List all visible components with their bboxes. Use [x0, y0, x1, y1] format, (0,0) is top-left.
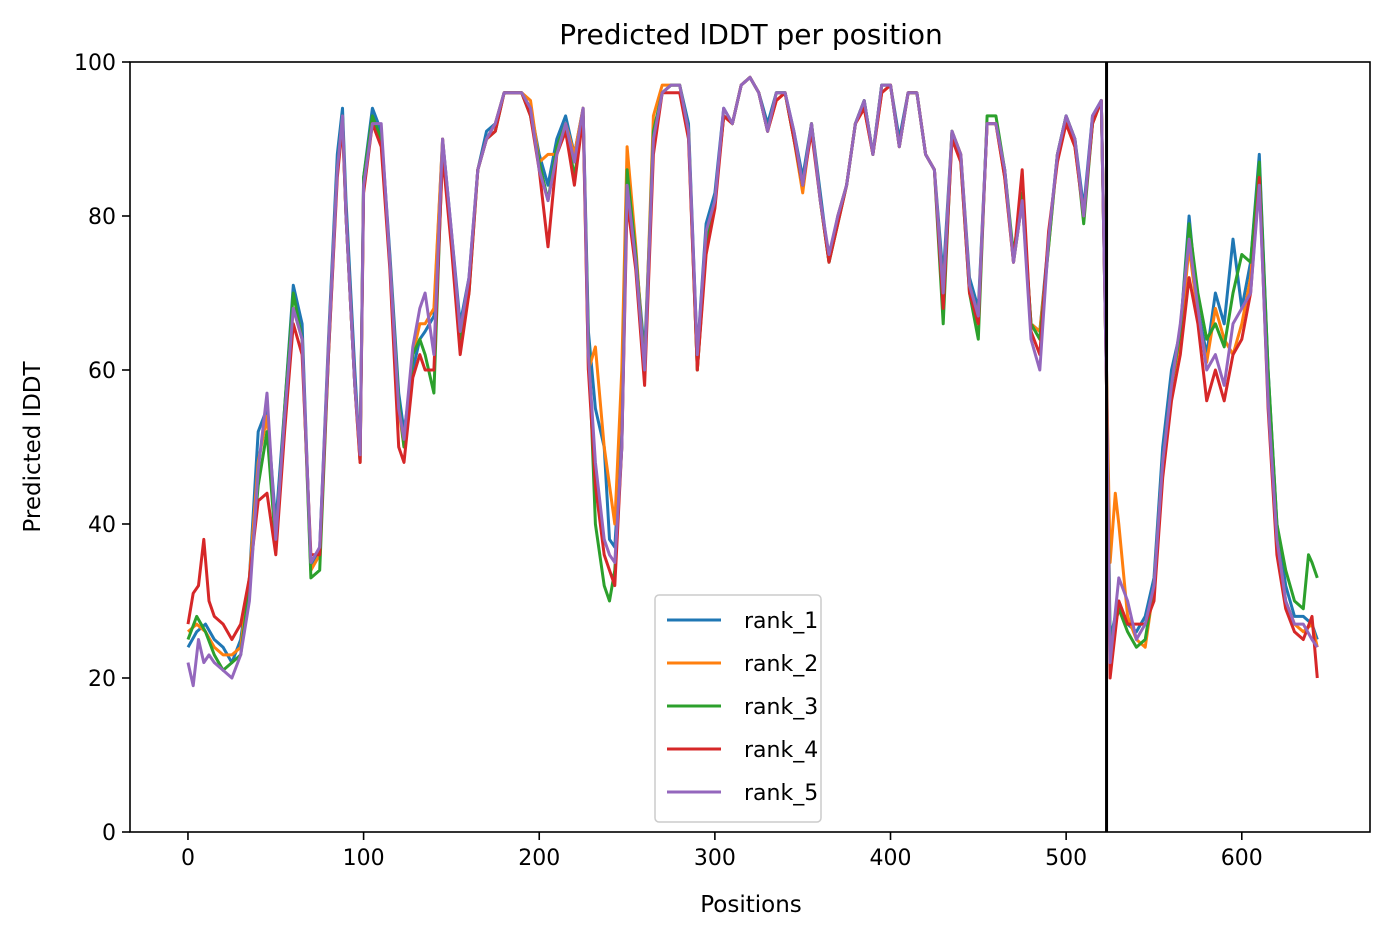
legend-label-rank_4: rank_4	[744, 738, 818, 763]
legend-label-rank_3: rank_3	[744, 695, 818, 720]
series-line-rank_5	[186, 75, 1319, 688]
x-tick-label: 300	[694, 846, 736, 871]
x-tick-label: 200	[518, 846, 560, 871]
y-tick-label: 40	[88, 513, 116, 538]
axes-frame	[129, 61, 1371, 833]
y-tick-label: 100	[74, 51, 116, 76]
plot-area: 0 100 200 300 400 500 600 0 20 40 60 80 100 rank_1ran…	[74, 51, 1371, 871]
x-tick-label: 0	[181, 846, 195, 871]
x-tick-label: 100	[343, 846, 385, 871]
y-tick-label: 60	[88, 359, 116, 384]
legend-label-rank_1: rank_1	[744, 609, 818, 634]
x-tick-label: 400	[870, 846, 912, 871]
y-tick-label: 80	[88, 205, 116, 230]
chart-title: Predicted lDDT per position	[559, 18, 943, 51]
y-tick-label: 0	[102, 821, 116, 846]
legend-box	[654, 594, 822, 823]
y-axis-label: Predicted lDDT	[20, 360, 46, 532]
legend-label-rank_2: rank_2	[744, 652, 818, 677]
legend-label-rank_5: rank_5	[744, 781, 818, 806]
x-tick-label: 500	[1045, 846, 1087, 871]
x-tick-label: 600	[1221, 846, 1263, 871]
x-axis-label: Positions	[700, 892, 802, 918]
y-tick-label: 20	[88, 667, 116, 692]
